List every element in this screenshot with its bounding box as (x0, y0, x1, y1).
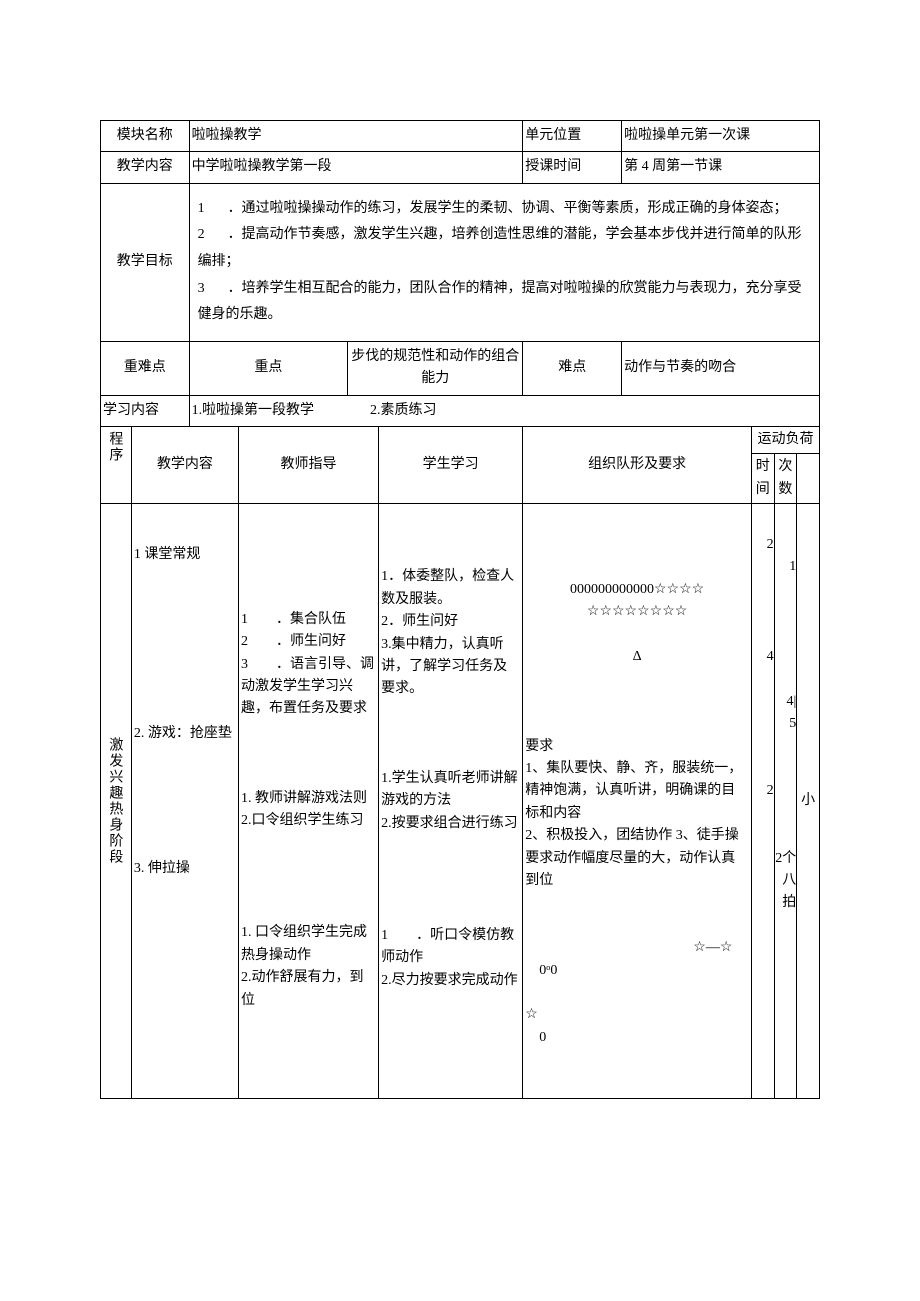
phase1-title: 激发兴趣热身阶段 (103, 737, 125, 865)
objectives-label: 教学目标 (101, 183, 190, 341)
obj-text-1: ．通过啦啦操操动作的练习，发展学生的柔韧、协调、平衡等素质，形成正确的身体姿态； (228, 201, 788, 216)
phase1-org-req: 要求 1、集队要快、静、齐，服装统一，精神饱满，认真听讲，明确课的目标和内容 2… (525, 713, 749, 892)
diff-value: 动作与节奏的吻合 (622, 341, 820, 395)
col-time: 时间 (751, 454, 774, 504)
col-student: 学生学习 (379, 426, 523, 503)
col-intensity-blank (797, 454, 820, 504)
obj-num-1: 1 (198, 196, 228, 223)
study-label: 学习内容 (101, 395, 190, 426)
lesson-plan-table: 模块名称 啦啦操教学 单元位置 啦啦操单元第一次课 教学内容 中学啦啦操教学第一… (100, 120, 820, 1099)
diff-label: 难点 (523, 341, 622, 395)
col-count: 次数 (774, 454, 797, 504)
phase1-student: 1．体委整队，检查人数及服装。 2．师生问好 3.集中精力，认真听讲，了解学习任… (379, 504, 523, 1099)
phase1-intensity: 小 (797, 504, 820, 1099)
obj-num-3: 3 (198, 276, 228, 303)
module-label: 模块名称 (101, 121, 190, 152)
phase1-teacher: 1 ．集合队伍 2 ．师生问好 3 ．语言引导、调动激发学生学习兴趣，布置任务及… (239, 504, 379, 1099)
col-org: 组织队形及要求 (523, 426, 752, 503)
phase1-content: 1 课堂常规 2. 游戏：抢座垫 3. 伸拉操 (131, 504, 238, 1099)
obj-num-2: 2 (198, 222, 228, 249)
time-value: 第 4 周第一节课 (622, 152, 820, 183)
phase1-title-cell: 激发兴趣热身阶段 (101, 504, 132, 1099)
col-content: 教学内容 (131, 426, 238, 503)
content-label: 教学内容 (101, 152, 190, 183)
obj-text-3: ．培养学生相互配合的能力，团队合作的精神，提高对啦啦操的欣赏能力与表现力，充分享… (198, 281, 802, 323)
col-seq-text: 程序 (103, 431, 125, 463)
key-label: 重点 (189, 341, 348, 395)
lesson-plan-page: 模块名称 啦啦操教学 单元位置 啦啦操单元第一次课 教学内容 中学啦啦操教学第一… (0, 0, 920, 1139)
study-value: 1.啦啦操第一段教学 2.素质练习 (189, 395, 819, 426)
phase1-counts: 1 4| 5 2个八拍 (774, 504, 797, 1099)
phase1-times: 2 4 2 (751, 504, 774, 1099)
obj-text-2: ．提高动作节奏感，激发学生兴趣，培养创造性思维的潜能，学会基本步伐并进行简单的队… (198, 227, 802, 269)
phase1-org-top: 000000000000☆☆☆☆ ☆☆☆☆☆☆☆☆ Δ (525, 579, 749, 669)
module-value: 啦啦操教学 (189, 121, 523, 152)
col-load: 运动负荷 (751, 426, 819, 453)
objectives-text: 1．通过啦啦操操动作的练习，发展学生的柔韧、协调、平衡等素质，形成正确的身体姿态… (189, 183, 819, 341)
unit-pos-value: 啦啦操单元第一次课 (622, 121, 820, 152)
phase1-org-tail: ☆―☆ 0ᵒ0 ☆ 0 (525, 937, 749, 1049)
col-teacher: 教师指导 (239, 426, 379, 503)
time-label: 授课时间 (523, 152, 622, 183)
key-value: 步伐的规范性和动作的组合能力 (348, 341, 523, 395)
col-seq: 程序 (101, 426, 132, 503)
content-value: 中学啦啦操教学第一段 (189, 152, 523, 183)
keypoints-label: 重难点 (101, 341, 190, 395)
unit-pos-label: 单元位置 (523, 121, 622, 152)
phase1-org: 000000000000☆☆☆☆ ☆☆☆☆☆☆☆☆ Δ 要求 1、集队要快、静、… (523, 504, 752, 1099)
